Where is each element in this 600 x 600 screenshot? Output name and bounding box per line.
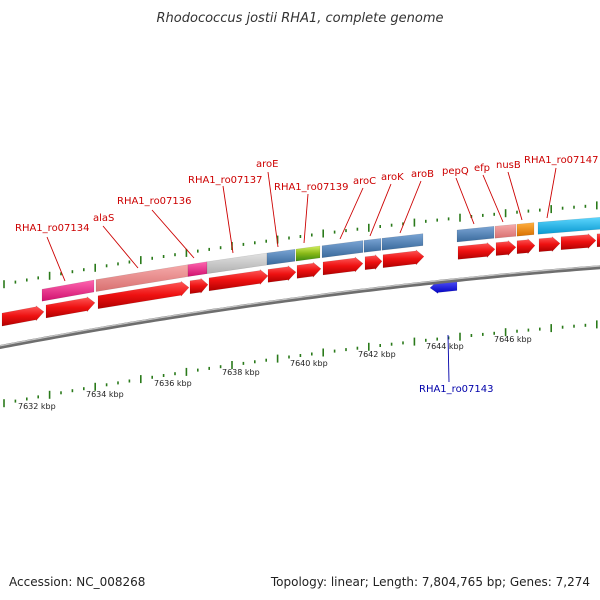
cds-arrow [457, 241, 496, 260]
scale-label-7642: 7642 kbp [358, 350, 396, 359]
gene-labels: RHA1_ro07134 alaS RHA1_ro07136 RHA1_ro07… [15, 155, 599, 395]
cds-arrow [45, 296, 96, 319]
cds-arrow [267, 265, 297, 283]
scale-label-7636: 7636 kbp [154, 379, 192, 388]
scale-label-7634: 7634 kbp [86, 390, 124, 399]
cds-arrow [538, 236, 561, 253]
leader-efp [482, 174, 504, 223]
gene-box-aroC [321, 240, 364, 258]
gene-label-RHA1_ro07139[interactable]: RHA1_ro07139 [274, 182, 349, 193]
leader-alaS [102, 225, 139, 269]
gene-label-aroK[interactable]: aroK [381, 172, 404, 183]
leader-aroB [399, 180, 422, 234]
gene-label-RHA1_ro07137[interactable]: RHA1_ro07137 [188, 175, 263, 186]
cds-arrow [516, 238, 536, 255]
gene-label-aroC[interactable]: aroC [353, 176, 376, 187]
cds-arrow [560, 233, 597, 251]
leader-aroC [339, 187, 364, 240]
gene-label-aroE[interactable]: aroE [256, 159, 278, 170]
cds-arrow [322, 256, 364, 276]
leader-RHA1_ro07143 [447, 334, 450, 383]
scale-label-7632: 7632 kbp [18, 402, 56, 411]
genome-summary-text: Topology: linear; Length: 7,804,765 bp; … [270, 575, 590, 589]
gene-box-nusB [516, 222, 535, 237]
chromosome-backbone [0, 265, 600, 350]
gene-label-RHA1_ro07143[interactable]: RHA1_ro07143 [419, 384, 494, 395]
lower-tick-track [3, 320, 598, 408]
gene-box-RHA1_ro07134 [41, 279, 95, 302]
gene-box-RHA1_ro07147 [537, 216, 600, 235]
gene-label-efp[interactable]: efp [474, 163, 490, 174]
map-title: Rhodococcus jostii RHA1, complete genome [157, 11, 444, 26]
cds-arrow [208, 268, 269, 292]
upper-tick-track [3, 201, 598, 289]
scale-label-7640: 7640 kbp [290, 359, 328, 368]
gene-box-RHA1_ro07139 [295, 245, 321, 262]
gene-box-pepQ [456, 226, 495, 243]
cds-arrow [596, 233, 600, 248]
gene-label-nusB[interactable]: nusB [496, 160, 521, 171]
gene-label-pepQ[interactable]: pepQ [442, 166, 469, 177]
gene-box-aroB [381, 233, 424, 251]
gene-label-aroB[interactable]: aroB [411, 169, 434, 180]
leader-aroE [267, 171, 279, 248]
gene-label-alaS[interactable]: alaS [93, 213, 114, 224]
label-leader-lines [46, 167, 557, 383]
gene-label-RHA1_ro07147[interactable]: RHA1_ro07147 [524, 155, 599, 166]
cds-arrow [495, 239, 517, 257]
gene-box-aroK [363, 238, 382, 253]
chromosome-backbone-highlight [0, 265, 600, 347]
gene-box-aroE [266, 248, 296, 266]
gene-label-RHA1_ro07136[interactable]: RHA1_ro07136 [117, 196, 192, 207]
leader-RHA1_ro07134 [46, 236, 66, 282]
accession-text: Accession: NC_008268 [9, 575, 146, 589]
cds-arrow [189, 277, 209, 295]
gene-box-efp [494, 224, 517, 239]
cds-arrow [1, 305, 45, 327]
scale-label-7638: 7638 kbp [222, 368, 260, 377]
cds-arrow [364, 254, 383, 271]
leader-aroK [369, 183, 392, 237]
scale-label-7646: 7646 kbp [494, 335, 532, 344]
leader-RHA1_ro07147 [546, 167, 557, 219]
leader-RHA1_ro07136 [151, 209, 195, 259]
leader-pepQ [455, 177, 475, 225]
leader-nusB [507, 171, 523, 221]
cds-arrow [296, 261, 322, 279]
scale-label-7644: 7644 kbp [426, 342, 464, 351]
leader-RHA1_ro07139 [303, 193, 309, 244]
gene-label-RHA1_ro07134[interactable]: RHA1_ro07134 [15, 223, 90, 234]
leader-RHA1_ro07137 [222, 185, 234, 254]
cds-arrow [382, 249, 425, 268]
gene-box-RHA1_ro07136 [187, 261, 208, 277]
feature-track [1, 216, 600, 327]
scale-labels: 7632 kbp 7634 kbp 7636 kbp 7638 kbp 7640… [18, 335, 532, 411]
cds-arrow [97, 280, 190, 310]
